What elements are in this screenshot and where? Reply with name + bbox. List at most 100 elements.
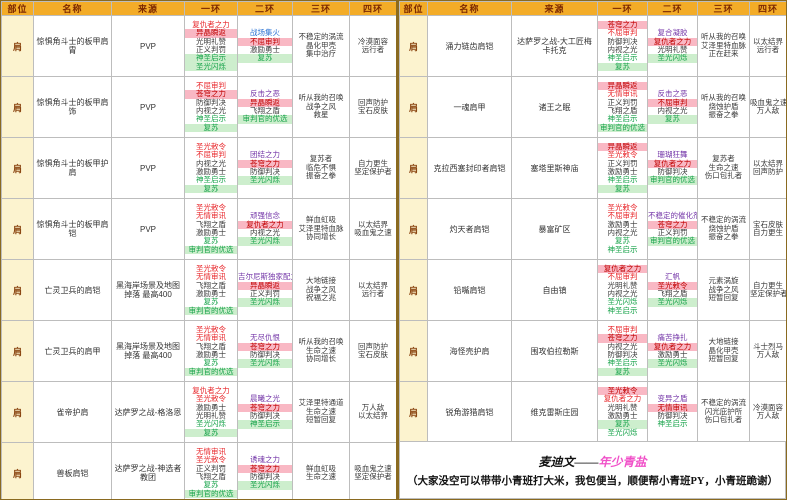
trait-name: 不屈审判 <box>607 272 638 282</box>
trait-name: 振奋之拳 <box>708 110 739 120</box>
ring-4-traits: 回声防护 宝石皮肤 <box>349 320 396 382</box>
trait-name: 圣光闪烁 <box>238 358 292 368</box>
trait-name: 坚定保护者 <box>354 167 392 176</box>
ring-4-traits: 以太结界 吸血鬼之速 <box>349 198 396 260</box>
trait-name: 神圣启示 <box>607 114 638 124</box>
ring-1-traits: 不屈审判 苍穹之力 内视之光 防御判决 神圣启示 复苏 <box>597 320 648 382</box>
table-row: 肩锐角游猎肩铠 维克雷斯庄园 圣光敕令 复仇者之力 光明礼赞 激励勇士 复苏 圣光闪烁 变异之盾… <box>399 381 786 443</box>
ring-4-traits: 回声防护 宝石皮肤 <box>349 76 396 138</box>
footer-remark: （大家没空可以带带小青班打大米，我包便当，顺便帮小青班PY，小青班跪谢） <box>407 475 778 487</box>
trait-name: 远行者 <box>756 45 780 54</box>
slot-cell: 肩 <box>399 381 428 443</box>
trait-name: 神圣启示 <box>607 53 638 63</box>
ring-1-traits: 异晶瞬返 圣光敕令 正义判罚 激励勇士 神圣启示 复苏 <box>597 137 648 199</box>
trait-name: 不屈审判 <box>238 37 292 46</box>
col-ring1: 一环 <box>184 1 238 16</box>
trait-name: 审判官的优选 <box>185 489 237 499</box>
trait-name: 艾泽里特通道 <box>298 398 344 408</box>
ring-2-traits: 团结之力 苍穹之力 防御判决 圣光闪烁 <box>237 137 293 199</box>
trait-name: 激励勇士 <box>196 167 226 176</box>
trait-name: 救星 <box>313 110 329 120</box>
col-ring3: 三环 <box>292 1 350 16</box>
trait-name: 振奋之拳 <box>306 171 336 181</box>
trait-name: 复苏 <box>598 367 647 377</box>
trait-name: 防御判决 <box>250 472 280 481</box>
item-source: 达萨罗之战-大工匠梅卡托克 <box>511 15 598 77</box>
trait-name: 苍穹之力 <box>238 342 292 351</box>
trait-name: 短暂回复 <box>306 415 336 425</box>
ring-3-traits: 听从我的召唤 烧蚀护盾 振奋之拳 <box>697 76 750 138</box>
trait-name: 神圣启示 <box>238 419 292 429</box>
trait-name: 圣光敕令 <box>598 386 647 396</box>
ring-1-traits: 异晶瞬返 无情审讯 正义判罚 飞翔之盾 神圣启示 审判官的优选 <box>597 76 648 138</box>
ring-4-traits: 冷漠面容 远行者 <box>349 15 396 77</box>
trait-name: 圣光敕令 <box>648 281 697 290</box>
trait-name: 晨曦之光 <box>250 394 280 404</box>
slot-cell: 肩 <box>1 259 34 321</box>
trait-name: 苍穹之力 <box>238 464 292 473</box>
trait-name: 圣光闪烁 <box>238 236 292 246</box>
trait-name: 激励勇士 <box>196 228 226 237</box>
trait-name: 生命之速 <box>306 472 336 481</box>
trait-name: 自力更生 <box>753 280 783 290</box>
trait-name: 复仇者之力 <box>648 159 697 168</box>
col-ring4: 四环 <box>749 1 786 16</box>
trait-name: 复仇者之力 <box>238 220 292 229</box>
item-source: 塞塔里斯神庙 <box>511 137 598 199</box>
trait-name: 战争之风 <box>708 284 739 294</box>
ring-2-traits: 诱魂之力 苍穹之力 防御判决 圣光闪烁 <box>237 442 293 499</box>
trait-name: 以太结界 <box>753 36 783 46</box>
trait-name: 祝福之兆 <box>306 293 336 303</box>
col-name: 名称 <box>427 1 512 16</box>
ring-4-traits: 吸血鬼之速 坚定保护者 <box>349 442 396 499</box>
trait-name: 圣光敕令 <box>196 324 226 334</box>
item-name: 铅嘴肩铠 <box>427 259 512 321</box>
trait-name: 复苏 <box>648 114 697 124</box>
trait-name: 圣光敕令 <box>196 202 226 212</box>
trait-name: 诱魂之力 <box>250 455 280 465</box>
table-row: 肩铅嘴肩铠 自由镇 复仇者之力 不屈审判 光明礼赞 内视之光 圣光闪烁 神圣启示 汇帆 圣光敕令飞… <box>399 259 786 321</box>
trait-name: 苍穹之力 <box>238 159 292 168</box>
trait-name: 神圣启示 <box>185 53 237 63</box>
footer-author-id: 年少青盐 <box>598 454 647 469</box>
col-ring2: 二环 <box>237 1 293 16</box>
trait-name: 元素涡旋 <box>708 276 739 286</box>
trait-name: 以太结界 <box>753 158 783 168</box>
ring-3-traits: 听从我的召唤 战争之风 救星 <box>292 76 350 138</box>
ring-3-traits: 艾泽里特通道 生命之速 短暂回复 <box>292 381 350 443</box>
ring-4-traits: 宝石皮肤 自力更生 <box>749 198 786 260</box>
trait-name: 异晶瞬返 <box>598 142 647 152</box>
trait-name: 光明礼赞 <box>607 280 638 290</box>
trait-name: 防御判决 <box>657 167 688 176</box>
footer-author: 麦迪文—— <box>538 454 599 469</box>
trait-name: 鲜血虹吸 <box>306 463 336 473</box>
table-row: 肩兽板肩铠 达萨罗之战-神选者教团 无情审讯 圣光敕令 正义判罚 飞翔之盾 复苏 审判官的优选… <box>1 442 396 499</box>
trait-name: 不屈审判 <box>607 28 638 38</box>
trait-name: 激励勇士 <box>196 289 226 298</box>
trait-name: 复苏 <box>185 184 237 194</box>
trait-name: 晶化甲壳 <box>306 40 336 50</box>
trait-name: 生命之速 <box>306 345 336 355</box>
trait-name: 听从我的召唤 <box>701 93 746 103</box>
item-source: 达萨罗之战-神选者教团 <box>111 442 185 499</box>
ring-3-traits: 听从我的召唤 生命之速 协同增长 <box>292 320 350 382</box>
trait-name: 不稳定的催化剂 <box>648 211 698 221</box>
ring-4-traits: 斗士烈马 万人敌 <box>749 320 786 382</box>
ring-3-traits: 大地链接 战争之风 祝福之兆 <box>292 259 350 321</box>
item-source: 达萨罗之战-格洛恩 <box>111 381 185 443</box>
trait-name: 复合凝胶 <box>657 28 688 38</box>
trait-name: 光明礼赞 <box>607 402 638 412</box>
trait-name: 防御判决 <box>196 97 226 107</box>
trait-name: 无情审讯 <box>196 272 226 282</box>
trait-name: 圣光闪烁 <box>648 297 697 307</box>
trait-name: 大地链接 <box>306 276 336 286</box>
trait-name: 圣光敕令 <box>607 202 638 212</box>
col-ring3: 三环 <box>697 1 750 16</box>
trait-name: 激励勇士 <box>607 167 638 176</box>
item-name: 雀帝护肩 <box>33 381 112 443</box>
ring-2-traits: 反击之恶 异晶瞬返 飞翔之盾 审判官的优选 <box>237 76 293 138</box>
trait-name: 复苏 <box>615 236 630 246</box>
trait-name: 光明礼赞 <box>196 411 226 420</box>
ring-2-traits: 反击之恶 不屈审判 内视之光 复苏 <box>647 76 698 138</box>
trait-name: 复苏 <box>598 62 647 72</box>
